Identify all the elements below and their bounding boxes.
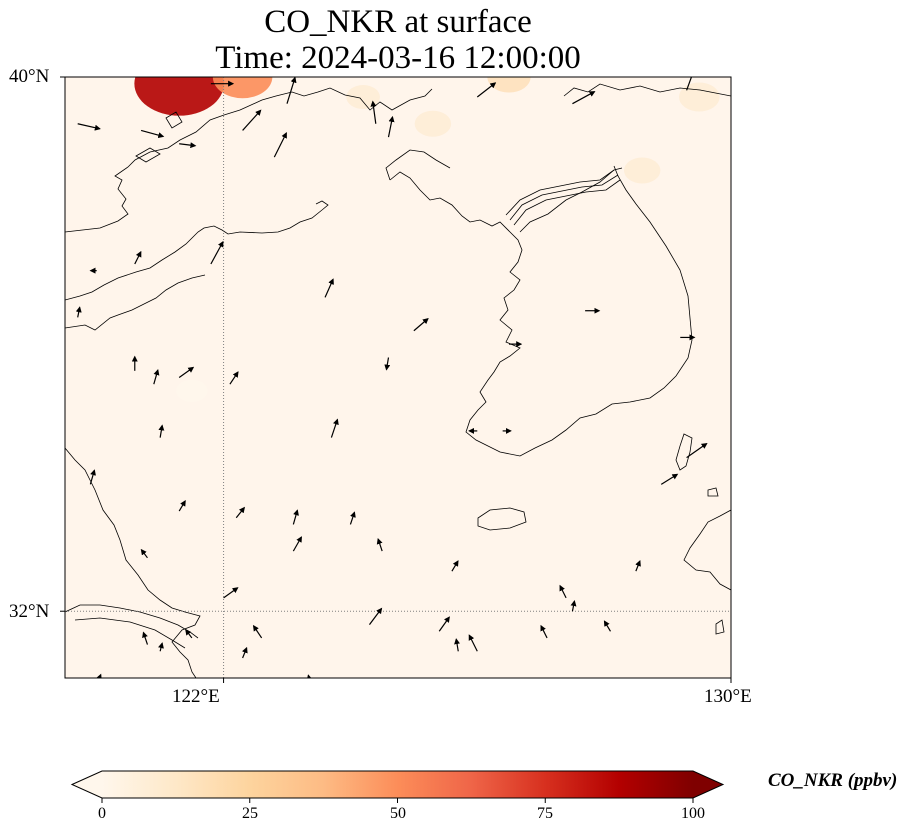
wind-arrow	[153, 369, 160, 385]
wind-arrow	[229, 371, 239, 385]
coastline-korea-west	[389, 165, 693, 457]
concentration-patch	[346, 85, 380, 110]
wind-arrow	[273, 132, 287, 158]
coastline-east-china	[65, 447, 201, 678]
wind-arrow	[75, 306, 82, 318]
wind-arrow	[570, 600, 577, 612]
colorbar-tick-label-100: 100	[681, 805, 705, 822]
lon-label-130e: 130°E	[704, 686, 752, 707]
wind-arrow	[242, 109, 262, 131]
wind-arrow	[292, 509, 299, 525]
coastline-korea-north	[385, 149, 615, 233]
coastlines	[65, 83, 731, 678]
concentration-patch	[678, 82, 720, 112]
wind-arrow	[140, 129, 165, 139]
wind-arrow	[384, 357, 391, 371]
map-title-line1: CO_NKR at surface	[264, 4, 532, 40]
wind-arrow	[235, 506, 246, 519]
wind-arrow	[635, 560, 641, 572]
wind-arrow	[210, 240, 224, 265]
gridlines	[65, 77, 731, 678]
wind-arrow	[330, 418, 339, 438]
wind-arrow	[77, 123, 101, 131]
concentration-patch	[414, 110, 452, 137]
wind-arrow	[603, 620, 612, 632]
wind-arrow	[96, 673, 102, 678]
colorbar-tick-label-50: 50	[390, 805, 406, 822]
wind-arrow	[179, 142, 197, 149]
island-tsushima	[675, 433, 693, 471]
island-kyushu	[683, 509, 731, 591]
map-title-line2: Time: 2024-03-16 12:00:00	[215, 40, 581, 76]
colorbar-label: CO_NKR (ppbv)	[768, 770, 898, 791]
islands-misc	[135, 111, 725, 635]
concentration-patch	[487, 77, 531, 93]
wind-arrow	[559, 584, 567, 599]
lon-label-122e: 122°E	[172, 686, 220, 707]
coastline-china-northeast	[563, 83, 731, 97]
wind-arrow	[185, 628, 193, 639]
wind-arrow	[376, 537, 383, 552]
korea-border	[505, 167, 623, 226]
wind-arrow	[242, 646, 248, 659]
wind-arrow	[454, 638, 461, 652]
wind-arrow	[287, 685, 293, 705]
wind-arrow	[134, 250, 142, 265]
concentration-patch	[134, 77, 224, 116]
wind-arrow	[252, 624, 263, 639]
wind-arrow	[324, 278, 334, 298]
concentration-patch	[176, 379, 208, 403]
wind-vectors	[75, 77, 708, 705]
wind-arrow	[451, 560, 459, 572]
wind-arrow	[572, 91, 596, 105]
wind-arrow	[413, 317, 429, 332]
colorbar-tick-label-0: 0	[98, 805, 106, 822]
coastline-china	[65, 87, 433, 233]
wind-arrow	[660, 473, 679, 485]
wind-arrow	[178, 500, 186, 512]
coastline-jiangsu	[65, 274, 206, 331]
wind-arrow	[540, 624, 548, 639]
wind-arrow	[223, 587, 239, 599]
colorbar-ticks	[101, 798, 694, 803]
wind-arrow	[286, 77, 297, 104]
wind-arrow	[158, 642, 164, 652]
lat-label-40n: 40°N	[9, 66, 50, 87]
colorbar-extend-max	[693, 771, 723, 798]
wind-arrow	[468, 634, 478, 652]
map-background	[65, 77, 731, 678]
wind-arrow	[368, 607, 383, 625]
wind-arrow	[476, 82, 497, 98]
lat-label-32n: 32°N	[9, 601, 50, 622]
island-jeju	[477, 507, 527, 531]
wind-arrow	[686, 77, 693, 91]
map-area	[65, 77, 731, 705]
colorbar-tick-label-25: 25	[242, 805, 258, 822]
map-frame	[64, 76, 732, 679]
concentration-field	[134, 77, 720, 403]
wind-arrow	[178, 366, 195, 378]
wind-arrow	[387, 115, 395, 138]
coastline-shandong	[65, 200, 329, 301]
wind-arrow	[292, 536, 302, 552]
wind-arrow	[89, 469, 96, 485]
wind-arrow	[438, 616, 450, 632]
colorbar-tick-label-75: 75	[537, 805, 553, 822]
colorbar-extend-min	[72, 771, 102, 798]
colorbar-bar	[102, 771, 693, 798]
colorbar	[70, 770, 725, 803]
wind-arrow	[349, 511, 356, 525]
wind-arrow	[142, 631, 149, 645]
wind-arrow	[158, 424, 165, 438]
wind-arrow	[686, 442, 708, 459]
concentration-patch	[212, 77, 273, 99]
concentration-patch	[624, 157, 661, 184]
wind-arrow	[370, 100, 377, 124]
wind-arrow	[140, 548, 148, 559]
